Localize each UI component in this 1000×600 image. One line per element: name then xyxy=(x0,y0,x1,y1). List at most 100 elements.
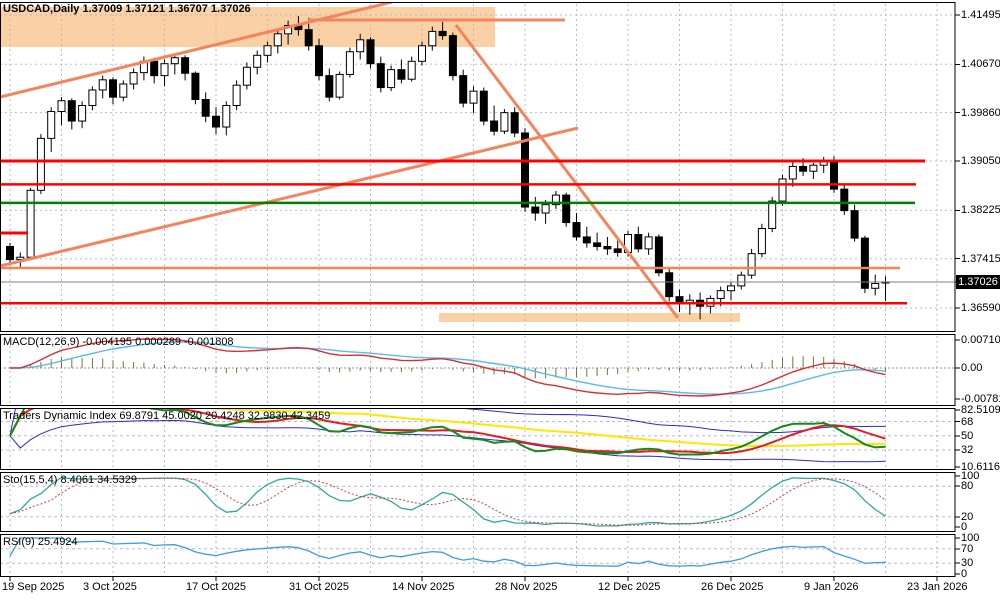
candle xyxy=(387,65,396,92)
candle xyxy=(448,32,457,81)
candle xyxy=(747,248,756,279)
candle xyxy=(840,184,849,215)
candle xyxy=(57,97,66,126)
candle xyxy=(201,92,210,123)
price-axis-label: 1.39860 xyxy=(961,106,1000,119)
candle xyxy=(778,174,787,206)
date-label: 9 Jan 2026 xyxy=(804,581,859,593)
candle xyxy=(26,187,35,260)
horizontal-levels xyxy=(0,159,955,305)
candle xyxy=(871,274,880,296)
chart-title: USDCAD,Daily 1.37009 1.37121 1.36707 1.3… xyxy=(3,3,251,15)
trendline[interactable] xyxy=(0,2,393,99)
stochastic-axis-label: 80 xyxy=(961,480,974,493)
candle xyxy=(129,68,138,90)
macd-axis-label: 0.00 xyxy=(961,362,983,374)
candle xyxy=(613,240,622,257)
indicator-line xyxy=(9,537,886,567)
price-axis-label: 1.41495 xyxy=(961,9,1000,21)
candle xyxy=(757,223,766,258)
indicator-line xyxy=(9,409,886,456)
stochastic-panel xyxy=(0,476,955,527)
date-label: 3 Oct 2025 xyxy=(83,581,137,593)
tdi-axis-label: 32 xyxy=(961,444,974,457)
candle xyxy=(78,101,87,129)
candle xyxy=(551,190,560,209)
candle xyxy=(438,21,447,40)
candle xyxy=(603,236,612,255)
candle xyxy=(191,71,200,105)
candle xyxy=(273,29,282,54)
current-price-tag: 1.37026 xyxy=(956,275,1000,289)
candle xyxy=(634,226,643,253)
candle xyxy=(170,53,179,75)
rsi-axis-label: 100 xyxy=(961,532,980,544)
tdi-axis-label: 10.6116 xyxy=(961,461,1000,473)
macd-panel-border xyxy=(0,334,956,406)
candle xyxy=(356,33,365,60)
candle xyxy=(232,80,241,111)
candle xyxy=(582,226,591,248)
macd-axis-label: -0.007813 xyxy=(961,393,1000,405)
date-label: 19 Sep 2025 xyxy=(2,581,65,593)
candle xyxy=(500,109,509,135)
rsi-axis-label: 70 xyxy=(961,542,974,555)
candle xyxy=(181,55,190,81)
candle xyxy=(376,56,385,93)
macd-panel xyxy=(0,338,955,397)
candle xyxy=(737,271,746,290)
candle xyxy=(428,26,437,51)
tdi-axis-label: 50 xyxy=(961,429,974,442)
candle xyxy=(860,235,869,294)
candle xyxy=(418,41,426,66)
zone-rectangle xyxy=(439,313,740,322)
rsi-panel xyxy=(0,537,955,567)
candle xyxy=(469,86,478,114)
date-label: 28 Nov 2025 xyxy=(495,581,558,593)
candle xyxy=(850,204,859,242)
candlesticks xyxy=(6,15,890,320)
candle xyxy=(67,98,76,130)
candle xyxy=(809,162,818,179)
candle xyxy=(727,282,735,301)
indicator-line xyxy=(9,338,886,397)
candle xyxy=(644,232,653,255)
date-label: 31 Oct 2025 xyxy=(289,581,349,593)
rsi-panel-border xyxy=(0,534,956,577)
candle xyxy=(160,59,169,87)
tdi-indicator-label: Traders Dynamic Index 69.8791 45.0020 20… xyxy=(3,410,331,422)
date-label: 12 Dec 2025 xyxy=(598,581,661,593)
main-panel-border xyxy=(0,2,956,332)
candle xyxy=(366,37,375,69)
zone-rectangle xyxy=(0,7,495,47)
tdi-axis-label: 82.5109 xyxy=(961,404,1000,416)
date-label: 17 Oct 2025 xyxy=(186,581,246,593)
rsi-indicator-label: RSI(9) 25.4924 xyxy=(3,536,78,548)
macd-axis-label: 0.007101 xyxy=(961,334,1000,346)
price-axis-label: 1.37415 xyxy=(961,252,1000,265)
macd-indicator-label: MACD(12,26,9) -0.004195 0.000289 -0.0018… xyxy=(3,336,234,348)
candle xyxy=(562,192,571,227)
trendline[interactable] xyxy=(0,126,579,268)
candle xyxy=(881,276,890,302)
trendline[interactable] xyxy=(454,24,680,319)
candle xyxy=(119,80,128,102)
indicator-line xyxy=(9,409,886,447)
candle xyxy=(325,68,334,102)
stochastic-axis-label: 20 xyxy=(961,510,974,523)
candle xyxy=(345,47,354,78)
candle xyxy=(675,289,684,313)
rsi-axis-label: 0 xyxy=(961,568,968,580)
candle xyxy=(593,232,602,251)
date-label: 23 Jan 2026 xyxy=(907,581,968,593)
stochastic-axis-label: 100 xyxy=(961,470,980,482)
indicator-line xyxy=(9,477,886,526)
indicator-line xyxy=(9,419,886,463)
sto-panel-border xyxy=(0,472,956,532)
candle xyxy=(510,107,519,138)
candle xyxy=(531,196,540,221)
supply-demand-zones xyxy=(0,7,740,322)
candle xyxy=(150,57,159,84)
